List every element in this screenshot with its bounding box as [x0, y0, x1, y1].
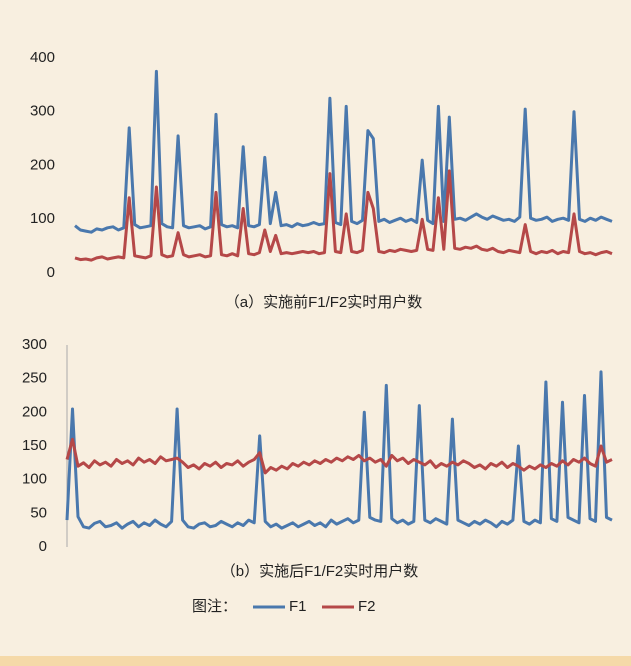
y-tick-label: 300 — [22, 336, 47, 353]
series-line — [67, 372, 612, 528]
y-tick-label: 400 — [30, 49, 55, 66]
y-tick-label: 200 — [30, 156, 55, 173]
y-tick-label: 50 — [30, 504, 47, 521]
y-tick-label: 100 — [30, 210, 55, 227]
legend-title: 图注： — [192, 598, 237, 615]
y-tick-label: 0 — [47, 264, 55, 281]
bottom-band — [0, 656, 631, 666]
y-tick-label: 100 — [22, 471, 47, 488]
y-tick-label: 250 — [22, 370, 47, 387]
legend-label: F1 — [289, 598, 307, 615]
caption: （b）实施后F1/F2实时用户数 — [221, 563, 419, 580]
series-line — [67, 439, 612, 473]
y-tick-label: 0 — [39, 538, 47, 555]
y-tick-label: 200 — [22, 403, 47, 420]
legend-label: F2 — [358, 598, 376, 615]
y-tick-label: 300 — [30, 103, 55, 120]
caption: （a）实施前F1/F2实时用户数 — [225, 294, 423, 311]
y-tick-label: 150 — [22, 437, 47, 454]
chart: 图注： 0 100 200 300 400 （a）实施前F1/F2实时用户数 0 50 100 1… — [0, 0, 631, 666]
